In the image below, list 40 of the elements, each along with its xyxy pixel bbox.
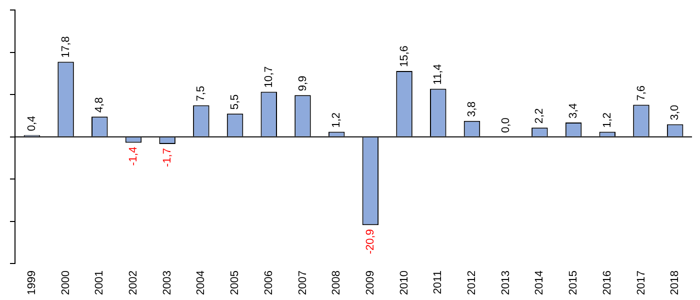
x-tick-label: 1999 xyxy=(26,270,38,296)
data-label: -20,9 xyxy=(364,229,376,254)
data-label: 3,8 xyxy=(466,102,478,117)
x-tick-label: 2014 xyxy=(534,270,546,296)
data-label: 2,2 xyxy=(534,108,546,124)
x-tick-label: 2010 xyxy=(398,270,410,296)
x-tick-label: 2000 xyxy=(60,270,72,296)
x-tick-label: 2005 xyxy=(229,270,242,296)
x-tick-label: 2003 xyxy=(161,270,174,296)
data-label: 10,7 xyxy=(262,66,275,88)
data-label: 1,2 xyxy=(330,112,343,128)
data-label: 0,0 xyxy=(500,118,512,133)
x-tick-label: 2016 xyxy=(601,270,614,296)
x-tick-label: 2018 xyxy=(669,270,682,296)
x-tick-label: 2001 xyxy=(94,270,106,296)
data-label: 4,8 xyxy=(94,97,106,113)
x-tick-label: 2008 xyxy=(330,270,343,296)
x-tick-label: 2017 xyxy=(635,270,648,296)
data-label: 7,5 xyxy=(195,86,208,102)
x-tick-label: 2002 xyxy=(128,270,140,296)
x-tick-label: 2011 xyxy=(432,270,444,294)
data-label: -1,7 xyxy=(161,148,174,168)
data-label: 9,9 xyxy=(296,76,309,92)
x-tick-label: 2004 xyxy=(195,270,208,296)
x-tick-label: 2007 xyxy=(296,270,309,296)
data-label: 11,4 xyxy=(432,64,444,85)
data-label: 3,0 xyxy=(669,104,682,120)
data-label: 3,4 xyxy=(568,103,580,119)
x-tick-label: 2009 xyxy=(364,270,376,296)
data-label: 7,6 xyxy=(635,85,648,101)
data-label: 15,6 xyxy=(398,46,410,67)
data-label: 1,2 xyxy=(601,112,614,128)
data-label: -1,4 xyxy=(128,146,140,166)
x-tick-label: 2012 xyxy=(466,270,478,296)
data-label: 0,4 xyxy=(26,116,38,132)
x-tick-label: 2013 xyxy=(500,270,512,296)
data-label: 17,8 xyxy=(60,36,72,58)
data-label: 5,5 xyxy=(229,94,242,110)
x-tick-label: 2015 xyxy=(568,270,580,296)
x-tick-label: 2006 xyxy=(262,270,275,296)
